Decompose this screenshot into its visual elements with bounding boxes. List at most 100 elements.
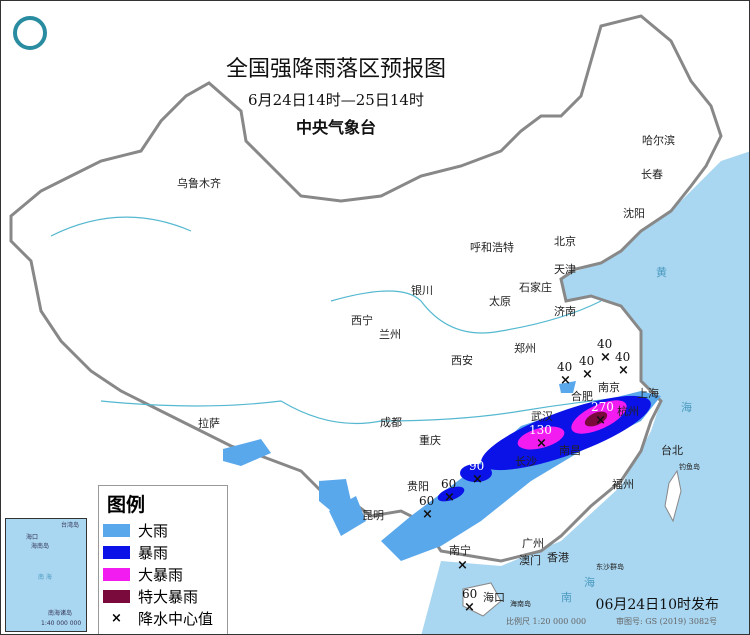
rain-center-value: 40 [597, 337, 613, 351]
city-jinan: 济南 [554, 305, 576, 318]
heavy-rain-area-yunnan [319, 479, 351, 511]
legend-label: 大雨 [138, 521, 169, 540]
rain-center-value: 90 [469, 459, 485, 473]
city-zhengzhou: 郑州 [514, 342, 536, 355]
city-harbin: 哈尔滨 [642, 134, 675, 147]
city-yinchuan: 银川 [411, 284, 433, 297]
city-hefei: 合肥 [571, 390, 593, 403]
rain-center-mark: × [422, 507, 433, 522]
rain-center-mark: × [464, 600, 475, 615]
south-china-sea-inset: 台湾岛 海口 海南岛 南 海 南海诸岛 1:40 000 000 [5, 518, 87, 632]
city-lanzhou: 兰州 [379, 328, 401, 341]
city-urumqi: 乌鲁木齐 [177, 177, 221, 190]
city-taipei: 台北 [661, 444, 683, 457]
legend-item-torrential: 大暴雨 [103, 563, 227, 585]
legend-item-center: × 降水中心值 [103, 607, 227, 629]
rain-center-mark: × [444, 490, 455, 505]
legend-label: 降水中心值 [138, 609, 214, 628]
sea-label: 南 [561, 591, 572, 604]
city-beijing: 北京 [554, 235, 576, 248]
inset-scale: 1:40 000 000 [41, 620, 82, 627]
city-shanghai: 上海 [637, 387, 659, 400]
heavy-rain-area-tibet [223, 439, 271, 466]
issuer: 中央气象台 [295, 118, 376, 137]
extreme-rain-area [584, 411, 608, 427]
rain-center-value: 270 [591, 400, 614, 414]
heavy-rain-area-hefei [559, 381, 576, 393]
rainstorm-area-3 [437, 486, 465, 502]
rain-center-value: 40 [579, 354, 595, 368]
city-nanning: 南宁 [449, 544, 471, 557]
rain-center-value: 40 [557, 360, 573, 374]
legend-item-heavy-rain: 大雨 [103, 519, 227, 541]
city-changchun: 长春 [641, 168, 663, 181]
inset-hainan: 海南岛 [31, 543, 50, 550]
rain-center-value: 40 [615, 350, 631, 364]
city-nanjing: 南京 [598, 381, 620, 394]
inset-sea: 南 海 [38, 574, 52, 581]
legend-item-extreme: 特大暴雨 [103, 585, 227, 607]
rain-center-value: 60 [419, 494, 435, 508]
legend-item-rainstorm: 暴雨 [103, 541, 227, 563]
city-xining: 西宁 [351, 314, 373, 327]
legend-swatch [103, 545, 130, 559]
city-taiyuan: 太原 [489, 295, 511, 308]
label-diaoyu: 钓鱼岛 [679, 463, 700, 471]
cross-icon: × [111, 610, 122, 626]
legend-label: 暴雨 [138, 543, 169, 562]
torrential-rain-area [517, 426, 565, 450]
city-shenyang: 沈阳 [623, 207, 645, 220]
inset-haikou: 海口 [26, 534, 39, 541]
city-kunming: 昆明 [362, 509, 384, 522]
sea-label: 黄 [656, 266, 667, 279]
forecast-period: 6月24日14时—25日14时 [248, 91, 424, 109]
sea-label: 海 [681, 401, 692, 414]
city-tianjin: 天津 [554, 263, 576, 276]
sea-label: 海 [584, 576, 595, 589]
label-dongsha: 东沙群岛 [596, 563, 624, 571]
map-title: 全国强降雨落区预报图 [225, 57, 446, 82]
city-hangzhou: 杭州 [617, 405, 639, 418]
rain-center-mark: × [618, 363, 629, 378]
city-guiyang: 贵阳 [407, 480, 429, 493]
cma-logo-icon [13, 16, 47, 50]
legend-swatch [103, 567, 130, 581]
city-hohhot: 呼和浩特 [470, 241, 514, 254]
city-chongqing: 重庆 [419, 434, 441, 447]
yellow-river [330, 290, 602, 334]
rain-center-mark: × [560, 373, 571, 388]
map-review-number: 审图号: GS (2019) 3082号 [616, 617, 718, 626]
legend-swatch [103, 523, 130, 537]
issue-time: 06月24日10时发布 [595, 597, 719, 613]
inset-islands: 南海诸岛 [48, 610, 73, 617]
rain-center-value: 60 [441, 477, 457, 491]
rain-center-mark: × [595, 413, 606, 428]
city-fuzhou: 福州 [612, 478, 634, 491]
rain-center-value: 60 [462, 587, 478, 601]
rain-center-mark: × [457, 558, 468, 573]
city-chengdu: 成都 [380, 416, 402, 429]
legend-swatch [103, 589, 130, 603]
map-scale: 比例尺 1:20 000 000 [506, 617, 587, 626]
rain-center-mark: × [600, 350, 611, 365]
rain-center-mark: × [536, 436, 547, 451]
city-xian: 西安 [451, 354, 473, 367]
inset-taiwan: 台湾岛 [61, 522, 80, 529]
legend: 图例 大雨 暴雨 大暴雨 特大暴雨 × 降水中心值 [98, 485, 228, 634]
sea-area [421, 151, 749, 634]
taiwan-island [664, 469, 682, 523]
city-guangzhou: 广州 [522, 537, 544, 550]
rain-center-mark: × [582, 367, 593, 382]
rain-center-value: 130 [529, 423, 552, 437]
rain-center-mark: × [472, 472, 483, 487]
city-haikou: 海口 [483, 591, 505, 604]
legend-title: 图例 [107, 494, 146, 516]
city-shijiazhuang: 石家庄 [519, 281, 552, 294]
city-macau: 澳门 [519, 554, 541, 567]
label-hainan: 海南岛 [510, 600, 531, 608]
city-hongkong: 香港 [547, 551, 569, 564]
city-lhasa: 拉萨 [198, 417, 220, 430]
city-nanchang: 南昌 [559, 444, 581, 457]
